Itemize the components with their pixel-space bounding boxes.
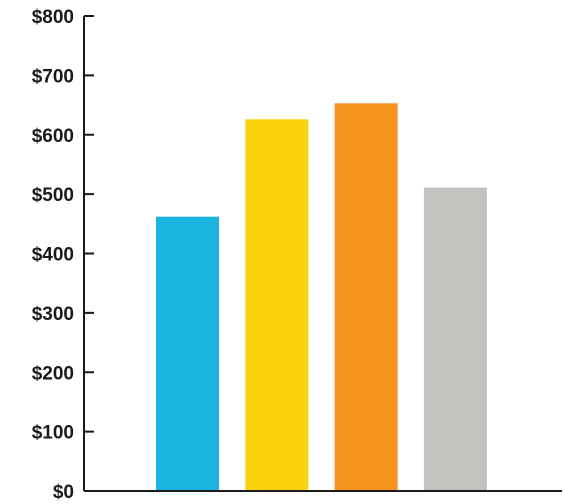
y-tick-label: $300 <box>32 304 74 325</box>
bar-series <box>156 103 487 492</box>
y-tick-label: $600 <box>32 126 74 147</box>
bar <box>245 119 309 492</box>
bar <box>423 187 487 491</box>
y-tick-label: $100 <box>32 423 74 444</box>
bar <box>334 103 398 492</box>
y-tick-label: $500 <box>32 185 74 206</box>
y-tick-label: $800 <box>32 7 74 28</box>
y-tick-label: $400 <box>32 245 74 266</box>
y-tick-label: $0 <box>53 482 74 503</box>
y-tick-label: $700 <box>32 66 74 87</box>
y-tick-label: $200 <box>32 363 74 384</box>
bar <box>156 216 219 491</box>
y-axis-ticks: $0 $100 $200 $300 $400 $500 $600 $700 $800 <box>32 7 94 503</box>
